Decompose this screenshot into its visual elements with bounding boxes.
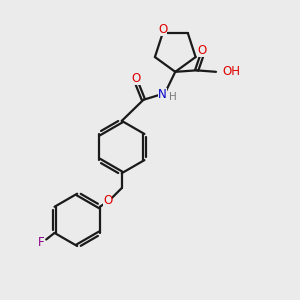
Text: F: F [38,236,44,249]
Text: O: O [103,194,112,207]
Text: OH: OH [223,65,241,78]
Text: N: N [158,88,167,100]
Text: O: O [158,23,167,36]
Text: H: H [169,92,177,102]
Text: O: O [132,73,141,85]
Text: O: O [198,44,207,57]
